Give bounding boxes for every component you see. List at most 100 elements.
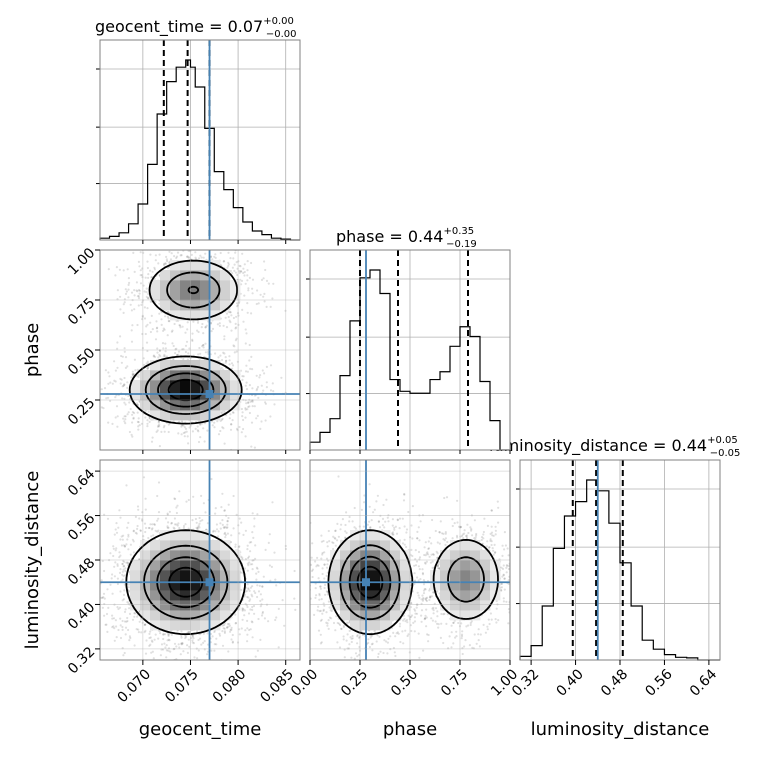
scatter-point [187,352,190,355]
scatter-point [230,314,233,317]
scatter-point [239,270,242,273]
scatter-point [106,517,110,520]
scatter-point [256,666,258,668]
scatter-point [175,354,179,357]
density-cell [230,390,241,401]
scatter-point [114,416,117,419]
scatter-point [100,579,103,582]
scatter-point [163,661,165,663]
scatter-point [170,521,173,525]
scatter-point [215,528,219,531]
scatter-point [241,308,244,311]
density-cell [230,380,241,391]
scatter-point [272,390,275,393]
scatter-point [258,584,261,588]
scatter-point [244,629,247,632]
scatter-point [167,633,170,636]
scatter-point [186,651,189,655]
scatter-point [128,607,131,610]
scatter-point [233,269,236,272]
scatter-point [235,427,239,430]
scatter-point [231,411,234,414]
scatter-point [176,524,179,527]
scatter-point [221,492,224,495]
density-cell [200,310,211,321]
scatter-point [117,628,120,632]
scatter-point [259,593,262,596]
scatter-point [225,359,228,362]
scatter-point [246,627,249,630]
scatter-point [227,263,230,266]
scatter-point [80,384,82,386]
scatter-point [164,347,167,350]
scatter-point [257,302,260,305]
scatter-point [232,494,235,498]
scatter-point [163,633,167,636]
scatter-point [239,265,242,268]
scatter-point [147,297,150,300]
scatter-point [126,526,129,529]
scatter-point [169,650,172,653]
scatter-point [240,555,243,558]
scatter-point [252,604,256,608]
scatter-point [151,328,154,331]
scatter-point [230,628,233,631]
scatter-point [194,517,197,521]
scatter-point [202,346,205,349]
scatter-point [138,400,141,403]
scatter-point [154,355,157,358]
scatter-point [164,262,167,265]
scatter-point [155,430,158,433]
scatter-point [255,572,258,575]
scatter-point [260,278,264,281]
scatter-point [145,639,148,642]
scatter-point [229,428,233,431]
scatter-point [246,595,249,599]
scatter-point [243,609,246,612]
scatter-point [111,382,114,385]
scatter-point [93,373,95,375]
scatter-point [240,521,243,524]
scatter-point [122,593,126,597]
density-cell [200,290,211,301]
scatter-point [123,347,126,350]
density-cell [190,290,201,301]
scatter-point [164,355,167,358]
scatter-point [157,356,160,359]
scatter-point [262,389,265,392]
scatter-point [178,324,181,327]
scatter-point [149,643,152,646]
scatter-point [244,328,247,331]
scatter-point [244,435,247,438]
scatter-point [108,375,111,378]
scatter-point [247,405,250,409]
scatter-point [137,428,140,431]
scatter-point [180,420,184,423]
scatter-point [206,522,209,525]
scatter-point [133,615,136,618]
scatter-point [181,642,184,645]
scatter-point [155,327,158,330]
scatter-point [147,273,150,276]
scatter-point [166,639,169,642]
scatter-point [124,366,127,369]
scatter-point [120,535,123,538]
scatter-point [251,595,254,598]
scatter-point [275,616,278,619]
scatter-point [114,561,117,564]
scatter-point [254,591,257,595]
scatter-point [112,625,115,628]
scatter-point [162,264,166,267]
scatter-point [264,401,267,404]
scatter-point [223,526,226,530]
scatter-point [209,243,211,245]
scatter-point [223,532,226,536]
scatter-point [123,383,126,386]
scatter-point [169,258,173,261]
scatter-point [253,590,256,593]
scatter-point [248,343,251,347]
scatter-point [136,615,139,618]
scatter-point [120,354,123,358]
scatter-point [234,613,237,616]
scatter-point [113,360,116,363]
